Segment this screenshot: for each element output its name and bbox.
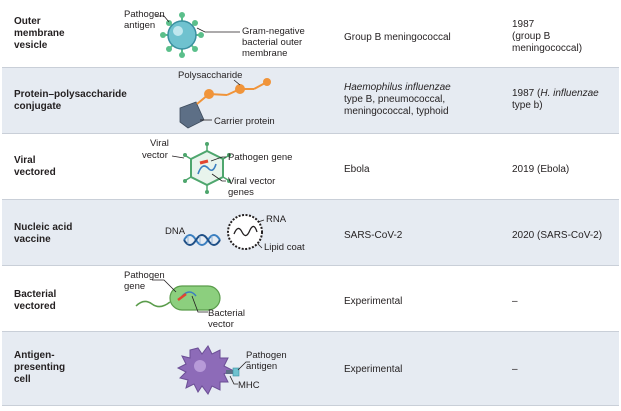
- vector-genes-label-2: genes: [228, 187, 254, 198]
- rna-label: RNA: [266, 214, 287, 225]
- viral-vector-label-2: vector: [142, 150, 168, 161]
- pathogen-gene-label: Pathogen: [124, 270, 165, 281]
- virus-capsid-icon: [183, 142, 231, 194]
- bacterial-vector-label: Bacterial: [208, 308, 245, 319]
- examples-text: Experimental: [344, 364, 403, 375]
- licensure-year: 1987 (group B meningococcal): [512, 19, 583, 54]
- category-label: Viral vectored: [14, 155, 56, 178]
- viral-vector-label: Viral: [150, 138, 169, 149]
- row-antigen-presenting-cell: Antigen- presenting cell Pathogen antige…: [2, 332, 619, 406]
- licensure-year: –: [512, 296, 518, 307]
- row-protein-polysaccharide-conjugate: Protein–polysaccharide conjugate Polysac…: [2, 68, 619, 134]
- outer-membrane-label: Gram-negative: [242, 26, 305, 37]
- examples-text: SARS-CoV-2: [344, 230, 403, 241]
- conjugate-icon: [179, 78, 271, 129]
- vesicle-icon: [160, 12, 204, 58]
- pathogen-antigen-label: Pathogen: [124, 9, 165, 20]
- examples-text: Haemophilus influenzae type B, pneumococ…: [344, 82, 451, 118]
- antigen-presenting-cell-icon: [176, 345, 240, 395]
- category-label: Nucleic acid vaccine: [14, 222, 73, 245]
- bacterial-vector-label-2: vector: [208, 319, 234, 330]
- year-italic: H. influenzae: [540, 88, 599, 99]
- category-label: Antigen- presenting cell: [14, 350, 66, 385]
- licensure-year: –: [512, 364, 518, 375]
- row-outer-membrane-vesicle: Outer membrane vesicle: [2, 2, 619, 68]
- mhc-label: MHC: [238, 380, 260, 391]
- pathogen-antigen-label: Pathogen: [246, 350, 287, 361]
- licensure-year: 1987 (H. influenzae type b): [512, 88, 599, 112]
- apc-diagram: Pathogen antigen MHC: [176, 345, 287, 395]
- dna-helix-icon: [183, 234, 221, 246]
- outer-membrane-label-2: bacterial outer: [242, 37, 302, 48]
- nucleic-acid-diagram: DNA RNA Lipid coat: [165, 214, 305, 253]
- year-part-2: type b): [512, 100, 543, 111]
- omv-illustration: Pathogen antigen Gram-negative bacterial…: [112, 2, 337, 68]
- year-part-1: 1987 (: [512, 88, 541, 99]
- omv-diagram: Pathogen antigen Gram-negative bacterial…: [124, 9, 305, 59]
- row-bacterial-vectored: Bacterial vectored Pathogen gene Bacteri…: [2, 266, 619, 332]
- polysaccharide-label: Polysaccharide: [178, 70, 242, 81]
- category-label: Protein–polysaccharide conjugate: [14, 89, 127, 112]
- conjugate-diagram: Polysaccharide Carrier protein: [178, 70, 275, 129]
- pathogen-antigen-label-2: antigen: [124, 20, 155, 31]
- category-label: Bacterial vectored: [14, 289, 57, 312]
- licensure-year: 2020 (SARS-CoV-2): [512, 230, 603, 241]
- pathogen-gene-label-2: gene: [124, 281, 145, 292]
- row-nucleic-acid-vaccine: Nucleic acid vaccine DNA RNA Lipi: [2, 200, 619, 266]
- licensure-year: 2019 (Ebola): [512, 164, 570, 175]
- carrier-protein-label: Carrier protein: [214, 116, 275, 127]
- examples-rest: type B, pneumococcal, meningococcal, typ…: [344, 94, 449, 117]
- haemophilus-species-name: Haemophilus influenzae: [344, 82, 451, 93]
- bacterium-icon: [135, 285, 221, 311]
- rna-lipid-particle-icon: [227, 214, 263, 250]
- conjugate-illustration: Polysaccharide Carrier protein: [112, 68, 337, 134]
- examples-text: Ebola: [344, 164, 370, 175]
- outer-membrane-label-3: membrane: [242, 48, 287, 59]
- viral-vector-illustration: Viral vector Pathogen gene Viral vector …: [112, 134, 337, 200]
- apc-illustration: Pathogen antigen MHC: [112, 332, 337, 406]
- lipid-coat-label: Lipid coat: [264, 242, 305, 253]
- viral-vector-diagram: Viral vector Pathogen gene Viral vector …: [142, 138, 292, 198]
- bacterial-vector-illustration: Pathogen gene Bacterial vector: [112, 266, 337, 332]
- pathogen-antigen-label-2: antigen: [246, 361, 277, 372]
- row-viral-vectored: Viral vectored: [2, 134, 619, 200]
- nucleic-acid-illustration: DNA RNA Lipid coat: [112, 200, 337, 266]
- dna-label: DNA: [165, 226, 186, 237]
- vector-genes-label: Viral vector: [228, 176, 275, 187]
- examples-text: Experimental: [344, 296, 403, 307]
- pathogen-gene-label: Pathogen gene: [228, 152, 292, 163]
- examples-text: Group B meningococcal: [344, 32, 451, 43]
- bacterial-vector-diagram: Pathogen gene Bacterial vector: [124, 270, 245, 330]
- category-label: Outer membrane vesicle: [14, 16, 65, 51]
